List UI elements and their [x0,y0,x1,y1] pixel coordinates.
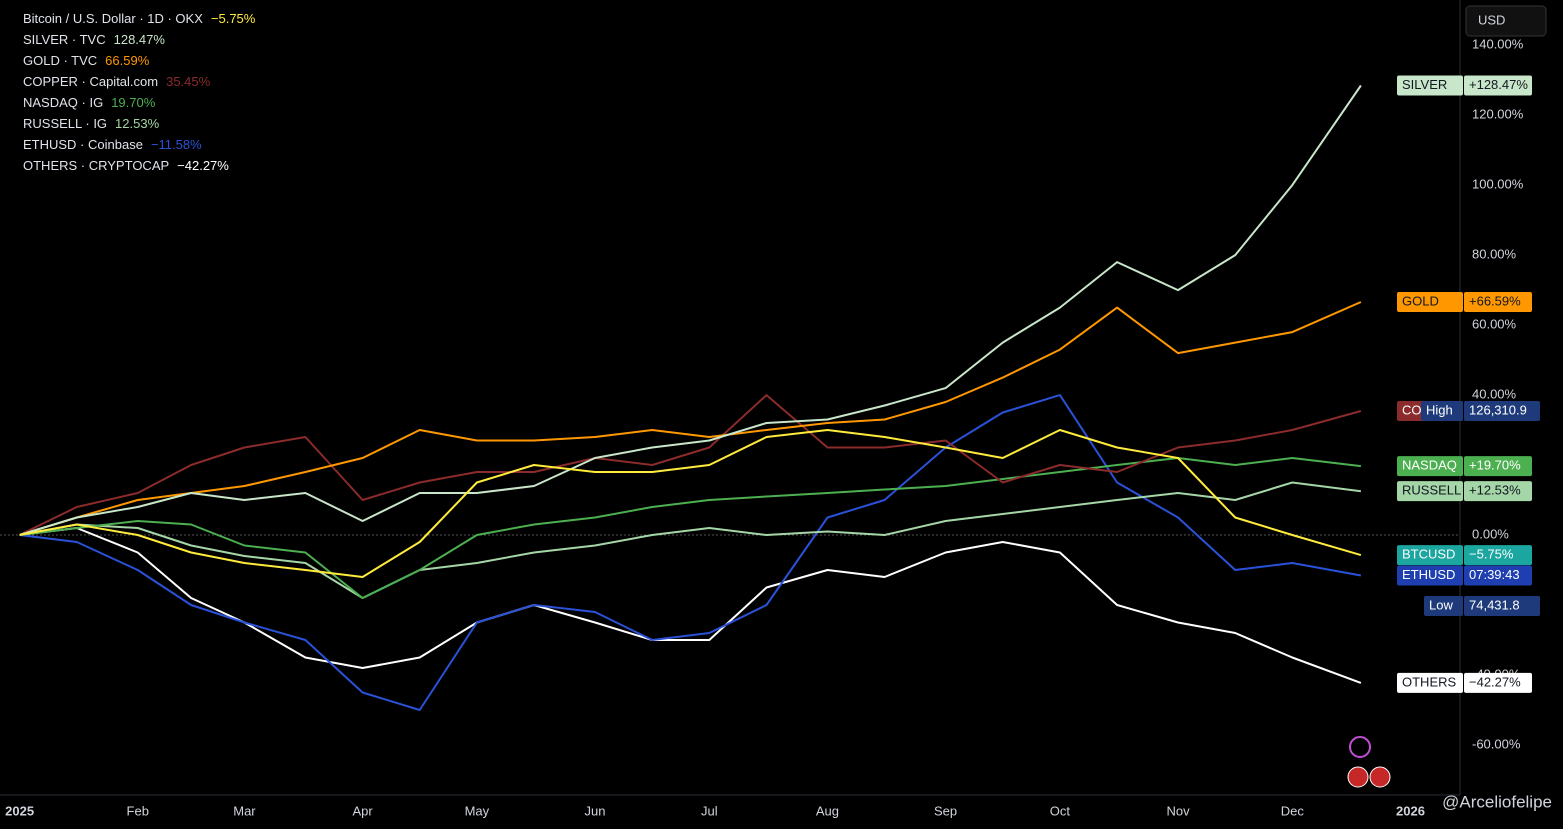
series-value-label: −5.75% [1469,547,1514,562]
legend-value: 12.53% [115,116,160,131]
legend-entry: OTHERS · CRYPTOCAP −42.27% [23,158,229,173]
x-tick-label: Feb [127,803,149,818]
series-short-label-bg [1397,565,1463,586]
x-tick-label: Jul [701,803,718,818]
x-tick-label: Nov [1166,803,1190,818]
plot-area [0,84,1460,711]
series-short-label-bg [1397,545,1463,566]
series-short-label: GOLD [1402,293,1439,308]
series-value-label: +12.53% [1469,483,1521,498]
series-value-label-bg [1464,75,1532,96]
legend-value: 19.70% [111,95,156,110]
flag-icon[interactable] [1369,766,1391,788]
legend-name: ETHUSD · Coinbase [23,137,143,152]
series-short-label: RUSSELL [1402,483,1461,498]
series-short-label: OTHERS [1402,674,1457,689]
legend-entry: RUSSELL · IG 12.53% [23,116,160,131]
series-line [19,84,1362,536]
high-label-bg [1421,400,1463,421]
series-value-label: +19.70% [1469,458,1521,473]
currency-label: USD [1478,12,1505,27]
legend-entry: Bitcoin / U.S. Dollar · 1D · OKX −5.75% [23,11,256,26]
series-short-label-bg [1397,456,1463,477]
legend-entry: COPPER · Capital.com 35.45% [23,74,211,89]
legend-name: NASDAQ · IG [23,95,103,110]
legend-value: 128.47% [114,32,166,47]
y-tick-label: 0.00% [1472,526,1509,541]
legend-entry: GOLD · TVC 66.59% [23,53,150,68]
series-line [19,481,1362,599]
series-short-label-bg [1397,672,1463,693]
legend-name: OTHERS · CRYPTOCAP [23,158,169,173]
series-value-label: +66.59% [1469,293,1521,308]
series-value-label-bg [1464,292,1532,313]
x-tick-label: May [465,803,490,818]
series-value-label-bg [1464,545,1532,566]
legend-entry: SILVER · TVC 128.47% [23,32,165,47]
alert-icon[interactable] [1349,736,1371,758]
high-label: High [1426,402,1453,417]
series-value-label: −42.27% [1469,674,1521,689]
legend-name: SILVER · TVC [23,32,106,47]
high-value: 126,310.9 [1469,402,1527,417]
series-line [19,429,1362,578]
series-line [19,527,1362,684]
low-label-bg [1424,596,1463,616]
x-tick-label: Oct [1050,803,1071,818]
legend-entry: NASDAQ · IG 19.70% [23,95,156,110]
x-tick-label: Sep [934,803,957,818]
legend-value: 66.59% [105,53,150,68]
y-tick-label: -60.00% [1472,736,1521,751]
series-short-label: NASDAQ [1402,458,1457,473]
series-line [19,301,1362,536]
y-tick-label: 140.00% [1472,37,1524,52]
y-tick-label: 40.00% [1472,386,1517,401]
x-tick-label: Aug [816,803,839,818]
series-value-label-bg [1464,672,1532,693]
y-tick-label: 100.00% [1472,177,1524,192]
low-value: 74,431.8 [1469,597,1520,612]
series-short-label: SILVER [1402,77,1447,92]
legend-value: −42.27% [177,158,229,173]
legend-value: 35.45% [166,74,211,89]
watermark: @Arceliofelipe [1442,792,1552,811]
x-tick-label: Mar [233,803,256,818]
series-short-label-bg [1397,481,1463,502]
series-line [19,394,1362,536]
x-tick-label: Apr [352,803,373,818]
series-line [19,457,1362,599]
series-value-label-bg [1464,481,1532,502]
series-short-label: ETHUSD [1402,567,1455,582]
currency-button[interactable] [1465,5,1547,37]
series-value-label: +128.47% [1469,77,1528,92]
legend-name: RUSSELL · IG [23,116,107,131]
series-short-label-bg [1397,75,1463,96]
y-tick-label: 120.00% [1472,107,1524,122]
low-label: Low [1429,597,1453,612]
series-value-label-bg [1464,565,1532,586]
x-tick-label: Dec [1281,803,1305,818]
series-short-label: CO [1402,402,1422,417]
series-short-label: BTCUSD [1402,547,1455,562]
legend-name: Bitcoin / U.S. Dollar · 1D · OKX [23,11,203,26]
series-short-label-bg [1397,292,1463,313]
high-value-bg [1464,400,1540,421]
low-value-bg [1464,596,1540,616]
y-tick-label: 60.00% [1472,317,1517,332]
x-tick-label: 2025 [5,803,34,818]
legend-name: GOLD · TVC [23,53,97,68]
y-tick-label: 80.00% [1472,247,1517,262]
series-value-label: 07:39:43 [1469,567,1520,582]
legend-value: −5.75% [211,11,256,26]
legend-entry: ETHUSD · Coinbase −11.58% [23,137,202,152]
x-tick-label: 2026 [1396,803,1425,818]
legend-name: COPPER · Capital.com [23,74,158,89]
series-value-label-bg [1464,456,1532,477]
legend-value: −11.58% [151,137,202,152]
x-tick-label: Jun [585,803,606,818]
flag-icon[interactable] [1347,766,1369,788]
series-line [19,394,1362,711]
